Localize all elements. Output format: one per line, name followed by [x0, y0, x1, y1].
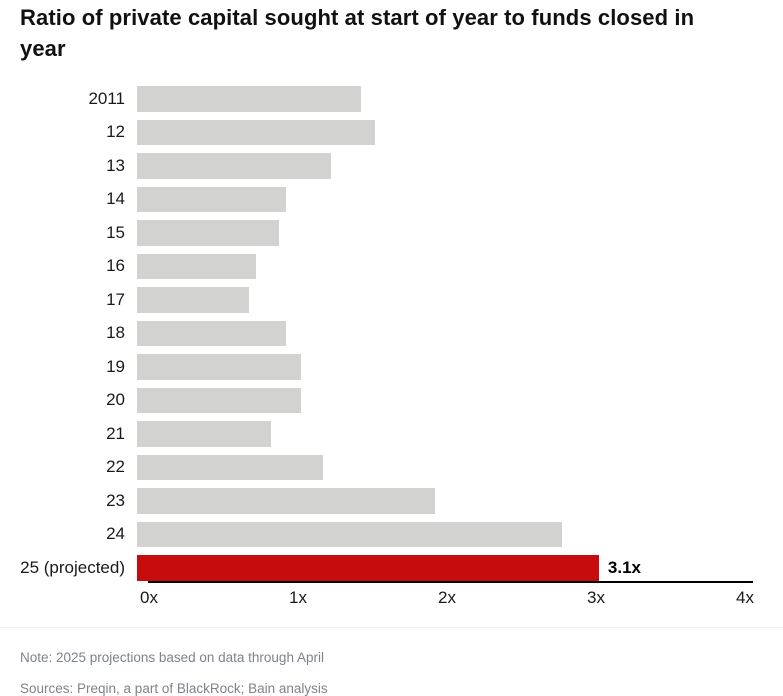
chart-note: Note: 2025 projections based on data thr… [20, 650, 324, 665]
bar: 3.1x [137, 555, 641, 581]
bar-row-23: 23 [0, 488, 783, 514]
bar-track [137, 86, 733, 112]
category-label: 17 [106, 289, 125, 309]
bar-row-20: 20 [0, 387, 783, 413]
bar-row-2011: 2011 [0, 86, 783, 112]
bar-row-21: 21 [0, 421, 783, 447]
bar-track [137, 186, 733, 212]
category-label: 15 [106, 222, 125, 242]
bar [137, 488, 435, 514]
bar-track [137, 153, 733, 179]
bar [137, 86, 361, 112]
category-label: 19 [106, 356, 125, 376]
category-label: 2011 [88, 88, 125, 108]
bar [137, 521, 562, 547]
bar-track [137, 387, 733, 413]
x-tick-label: 3x [587, 588, 605, 607]
bar-row-18: 18 [0, 320, 783, 346]
chart-sources: Sources: Preqin, a part of BlackRock; Ba… [20, 681, 328, 696]
category-label: 14 [106, 189, 125, 209]
bar-track [137, 454, 733, 480]
bar-row-19: 19 [0, 354, 783, 380]
bar [137, 354, 301, 380]
bar [137, 387, 301, 413]
bar-track [137, 253, 733, 279]
bar [137, 287, 249, 313]
category-label: 23 [106, 490, 125, 510]
bar-row-13: 13 [0, 153, 783, 179]
category-label: 25 (projected) [20, 557, 125, 577]
category-label: 24 [106, 524, 125, 544]
bar-track [137, 354, 733, 380]
bar-row-25-projected-: 25 (projected) 3.1x [0, 555, 783, 581]
chart-title: Ratio of private capital sought at start… [20, 5, 695, 61]
category-label: 16 [106, 256, 125, 276]
bar-chart-plot-area: 2011 12 13 14 15 16 17 18 19 20 21 22 23 24 25 (projec… [0, 86, 783, 581]
bar [137, 421, 272, 447]
bar-track [137, 320, 733, 346]
bar [137, 186, 286, 212]
footer-divider [0, 627, 783, 628]
bar-row-16: 16 [0, 253, 783, 279]
bar-value-label: 3.1x [607, 557, 641, 577]
bar [137, 153, 331, 179]
bar-track [137, 521, 733, 547]
bar-row-24: 24 [0, 521, 783, 547]
bar-track [137, 488, 733, 514]
category-label: 13 [106, 155, 125, 175]
bar [137, 220, 279, 246]
x-tick-label: 2x [438, 588, 456, 607]
bar-row-12: 12 [0, 119, 783, 145]
bar-track [137, 220, 733, 246]
category-label: 12 [106, 122, 125, 142]
bar [137, 253, 257, 279]
category-label: 20 [106, 390, 125, 410]
bar [137, 454, 324, 480]
bar [137, 320, 286, 346]
x-axis-tick-labels: 0x 1x 2x 3x 4x [140, 588, 754, 610]
bar-row-22: 22 [0, 454, 783, 480]
bar [137, 119, 376, 145]
x-axis-line [148, 581, 753, 583]
category-label: 22 [106, 457, 125, 477]
bar-row-15: 15 [0, 220, 783, 246]
x-tick-label: 1x [289, 588, 307, 607]
bar-row-14: 14 [0, 186, 783, 212]
category-label: 21 [106, 423, 125, 443]
category-label: 18 [106, 323, 125, 343]
bar-row-17: 17 [0, 287, 783, 313]
bar-track [137, 421, 733, 447]
bar-track [137, 119, 733, 145]
bar-track [137, 287, 733, 313]
bar-track: 3.1x [137, 555, 733, 581]
x-tick-label: 0x [140, 588, 158, 607]
x-tick-label: 4x [736, 588, 754, 607]
